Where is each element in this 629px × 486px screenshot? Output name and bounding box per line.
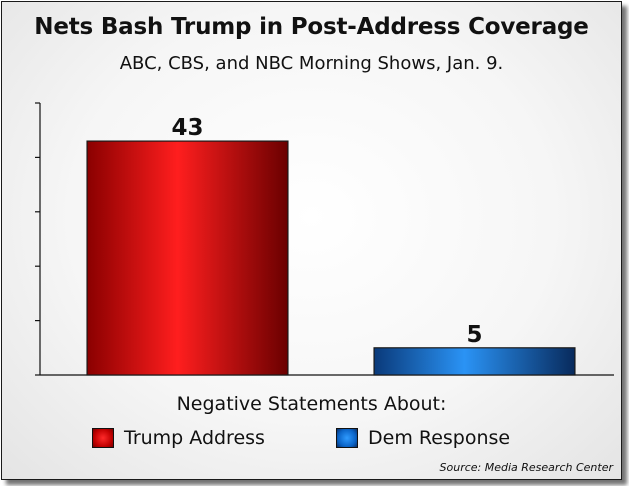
data-label: 5 <box>466 322 482 348</box>
plot-area: 43 5 <box>35 102 614 376</box>
legend-label-dem-response: Dem Response <box>368 427 511 449</box>
legend-item-dem-response: Dem Response <box>336 427 510 449</box>
legend-item-trump-address: Trump Address <box>92 427 265 449</box>
chart-subtitle: ABC, CBS, and NBC Morning Shows, Jan. 9. <box>119 53 504 74</box>
legend: Trump Address Dem Response <box>2 427 621 453</box>
data-label: 43 <box>171 115 203 141</box>
chart-frame: Nets Bash Trump in Post-Address Coverage… <box>1 1 622 480</box>
chart-title: Nets Bash Trump in Post-Address Coverage <box>34 14 589 40</box>
source-note: Source: Media Research Center <box>439 461 613 474</box>
bar-dem-response <box>373 347 576 376</box>
legend-swatch-blue <box>336 428 358 448</box>
legend-label-trump-address: Trump Address <box>124 427 265 449</box>
legend-swatch-red <box>92 428 114 448</box>
x-axis-label: Negative Statements About: <box>176 393 447 415</box>
bar-trump-address <box>86 140 289 376</box>
